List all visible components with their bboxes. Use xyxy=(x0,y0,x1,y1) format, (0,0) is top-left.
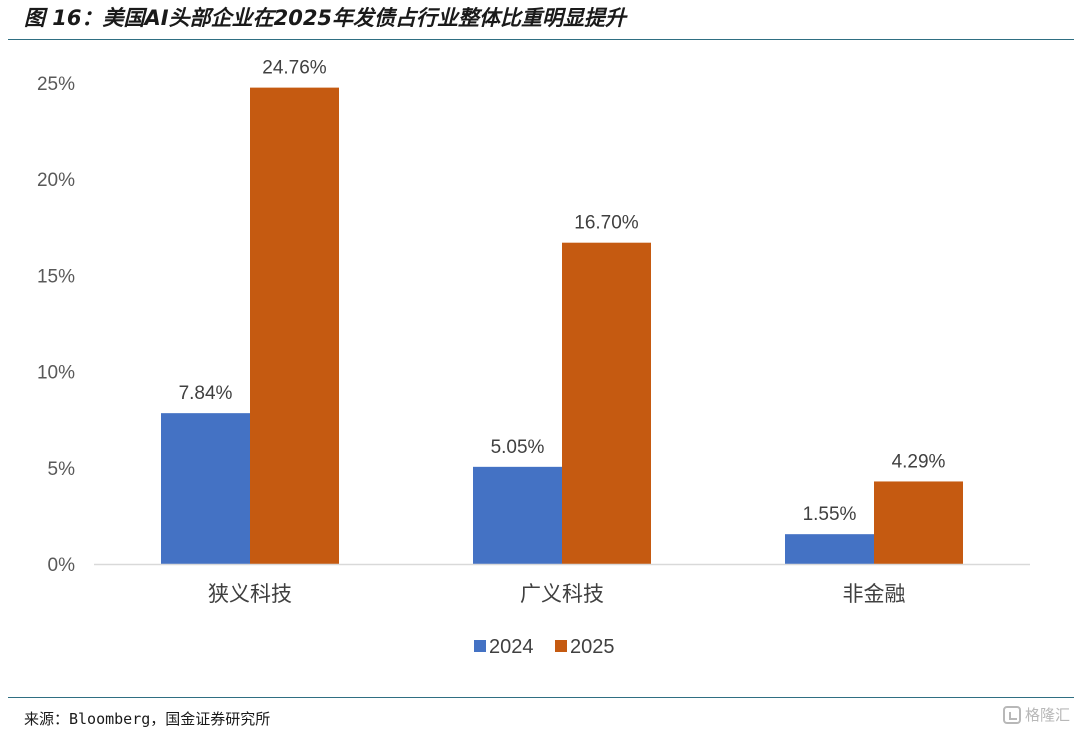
bar-2025-2 xyxy=(562,242,651,564)
y-axis: 0% 5% 10% 15% 20% 25% xyxy=(37,74,75,576)
y-tick-label: 0% xyxy=(48,555,76,576)
data-label: 5.05% xyxy=(491,437,545,458)
source-note: 来源：Bloomberg，国金证券研究所 xyxy=(24,710,271,728)
x-tick-label: 广义科技 xyxy=(520,582,604,606)
bar-2024-1 xyxy=(161,413,250,564)
figure-title: 图 16：美国AI头部企业在2025年发债占行业整体比重明显提升 xyxy=(24,6,627,30)
bar-2025-1 xyxy=(250,87,339,564)
bar-group xyxy=(161,87,963,564)
bottom-divider xyxy=(8,697,1074,698)
data-label: 24.76% xyxy=(262,58,327,79)
bar-2025-3 xyxy=(874,481,963,564)
y-tick-label: 10% xyxy=(37,363,75,384)
legend-label: 2025 xyxy=(570,636,615,658)
x-tick-label: 非金融 xyxy=(843,582,906,606)
legend-label: 2024 xyxy=(489,636,534,658)
top-divider xyxy=(8,39,1074,40)
data-label: 4.29% xyxy=(892,451,946,472)
legend: 2024 2025 xyxy=(474,636,615,658)
y-tick-label: 5% xyxy=(48,459,76,480)
x-tick-label: 狭义科技 xyxy=(208,582,292,606)
watermark-logo-icon xyxy=(1002,705,1021,724)
y-tick-label: 15% xyxy=(37,266,75,287)
bar-2024-3 xyxy=(785,534,874,564)
y-tick-label: 25% xyxy=(37,74,75,95)
legend-swatch xyxy=(474,640,486,652)
data-label: 7.84% xyxy=(179,383,233,404)
x-axis: 狭义科技 广义科技 非金融 xyxy=(208,582,906,606)
data-label: 16.70% xyxy=(574,213,639,234)
watermark-text: 格隆汇 xyxy=(1024,706,1070,724)
legend-swatch xyxy=(555,640,567,652)
bar-chart: 0% 5% 10% 15% 20% 25% 7.84% 24.76% 5.05% 16.70% 1… xyxy=(37,58,1030,658)
data-label: 1.55% xyxy=(803,504,857,525)
data-labels: 7.84% 24.76% 5.05% 16.70% 1.55% 4.29% xyxy=(179,58,946,526)
watermark: 格隆汇 xyxy=(1002,704,1070,725)
bar-2024-2 xyxy=(473,466,562,564)
y-tick-label: 20% xyxy=(37,170,75,191)
